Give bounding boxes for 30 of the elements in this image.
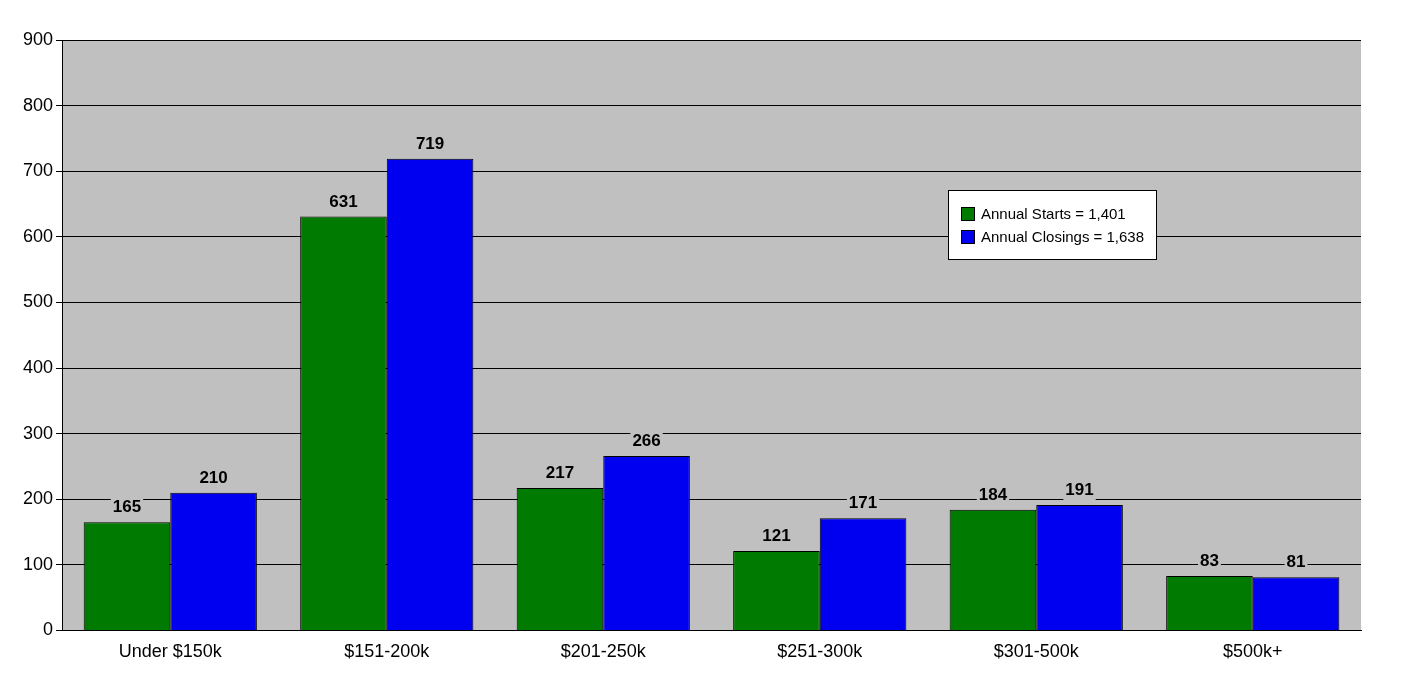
data-label: 81 <box>1286 552 1306 572</box>
data-label: 719 <box>415 133 445 153</box>
data-label: 165 <box>112 497 142 517</box>
y-tick-label: 300 <box>22 422 54 443</box>
y-tick-label: 200 <box>22 488 54 509</box>
x-tick-label: $151-200k <box>344 641 431 662</box>
data-label: 191 <box>1065 480 1094 500</box>
data-label: 217 <box>545 463 575 483</box>
x-tick-label: $500k+ <box>1222 641 1283 662</box>
x-tick-label: $201-250k <box>560 641 647 662</box>
y-tick-label: 0 <box>43 619 54 640</box>
data-label: 83 <box>1199 551 1219 571</box>
data-label: 210 <box>199 467 228 487</box>
data-label: 266 <box>632 431 661 451</box>
x-tick-label: $301-500k <box>993 641 1080 662</box>
legend-label: Annual Closings = 1,638 <box>981 228 1145 245</box>
x-tick-label: Under $150k <box>118 641 223 662</box>
data-label: 184 <box>978 484 1008 504</box>
data-label: 171 <box>848 493 878 513</box>
y-tick-label: 700 <box>22 160 54 181</box>
y-tick-label: 800 <box>22 94 54 115</box>
y-tick-label: 600 <box>22 225 54 246</box>
y-tick-label: 500 <box>22 291 54 312</box>
x-tick-label: $251-300k <box>777 641 864 662</box>
y-tick-label: 900 <box>22 28 54 49</box>
legend-label: Annual Starts = 1,401 <box>981 205 1126 222</box>
data-label: 631 <box>329 191 358 211</box>
y-tick-label: 400 <box>22 356 54 377</box>
data-label: 121 <box>762 526 791 546</box>
y-tick-label: 100 <box>22 553 54 574</box>
